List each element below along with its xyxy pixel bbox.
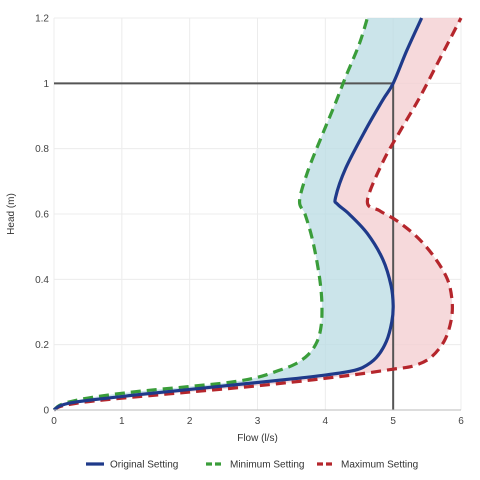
x-tick-label: 1	[119, 416, 125, 427]
y-tick-label: 0.4	[35, 275, 49, 286]
legend-item-original: Original Setting	[86, 460, 178, 471]
y-tick-label: 0.8	[35, 144, 49, 155]
band-min-original	[54, 18, 422, 410]
x-tick-label: 3	[255, 416, 261, 427]
x-tick-label: 5	[390, 416, 396, 427]
y-tick-label: 1.2	[35, 14, 49, 25]
series-line-minimum	[52, 17, 369, 412]
legend-label: Original Setting	[110, 460, 178, 471]
reference-lines	[54, 82, 395, 410]
y-tick-label: 0	[43, 406, 49, 417]
legend-label: Maximum Setting	[341, 460, 418, 471]
x-tick-label: 6	[458, 416, 464, 427]
y-axis-title: Head (m)	[6, 193, 17, 235]
fill-layer	[54, 18, 461, 410]
axis-layer: 0 1 2 3 4 5 6 0 0.2 0.4 0.6 0.8 1 1.2	[35, 14, 464, 428]
x-tick-label: 4	[323, 416, 329, 427]
legend: Original Setting Minimum Setting Maximum S…	[86, 460, 418, 471]
x-axis-title: Flow (l/s)	[237, 433, 278, 444]
legend-label: Minimum Setting	[230, 460, 304, 471]
series-line-original	[52, 17, 424, 412]
y-tick-label: 1	[43, 79, 49, 90]
y-tick-label: 0.6	[35, 210, 49, 221]
legend-item-minimum: Minimum Setting	[206, 460, 304, 471]
series-layer	[52, 17, 463, 412]
band-original-max	[54, 18, 461, 410]
x-tick-label: 0	[51, 416, 57, 427]
x-tick-label: 2	[187, 416, 193, 427]
series-line-maximum	[53, 17, 463, 412]
y-tick-label: 0.2	[35, 340, 49, 351]
legend-item-maximum: Maximum Setting	[317, 460, 418, 471]
